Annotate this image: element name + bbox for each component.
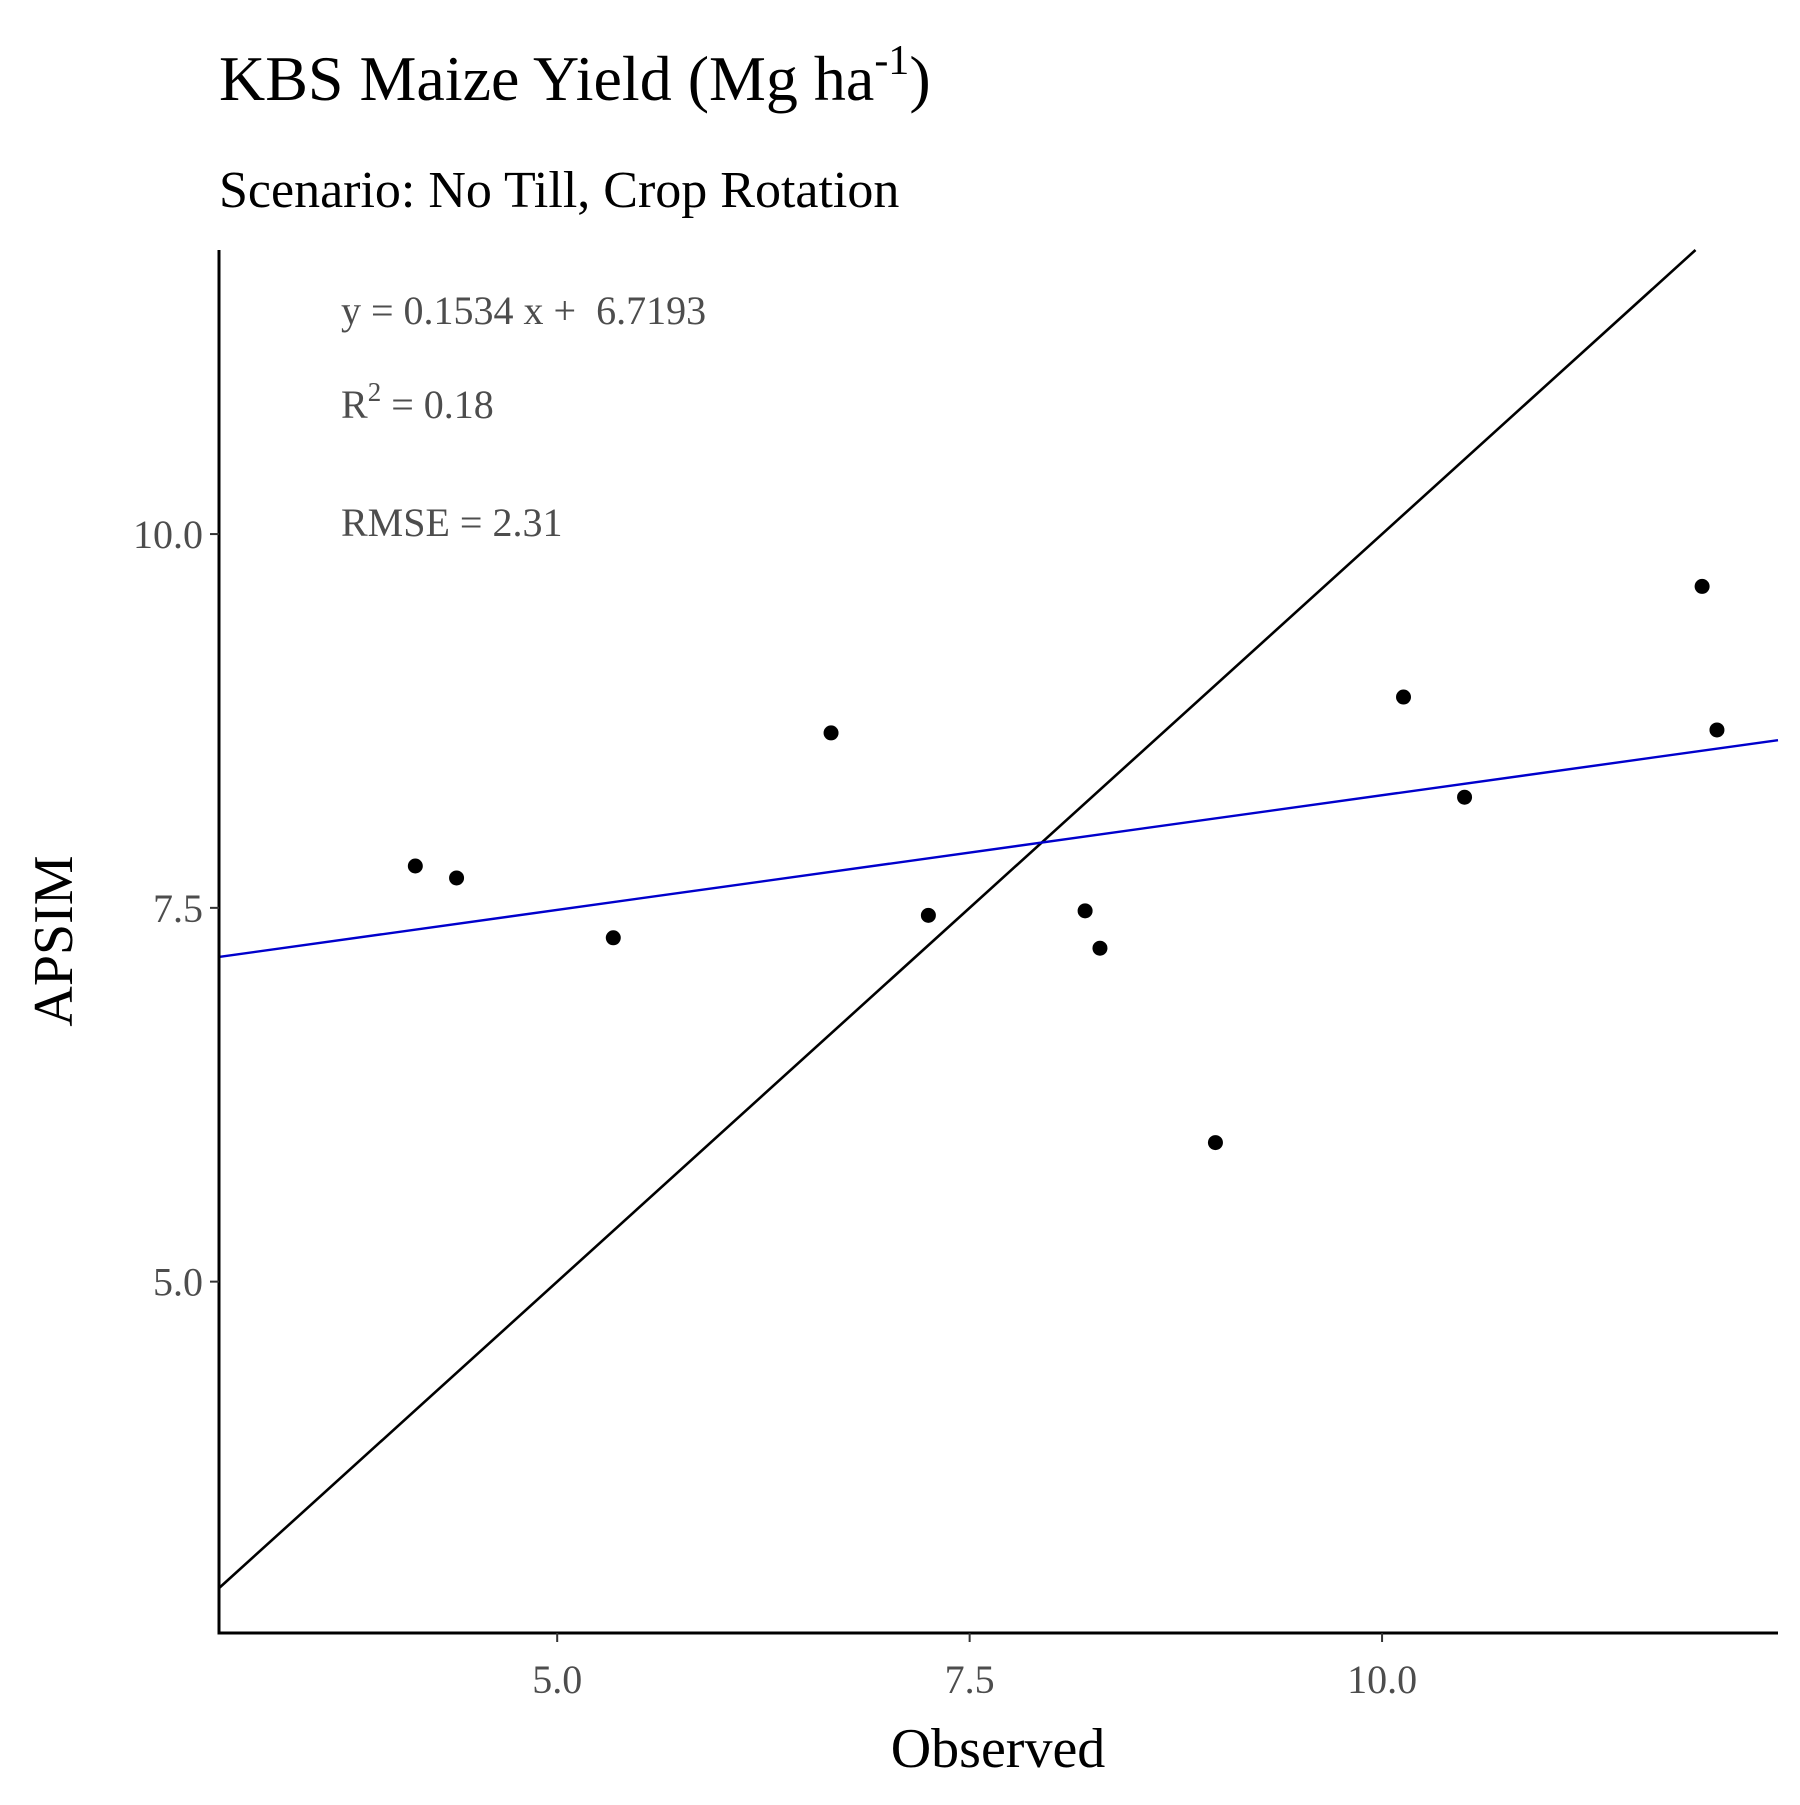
data-point: [1092, 940, 1108, 956]
points-layer: [407, 578, 1725, 1151]
chart-title-superscript: -1: [874, 38, 909, 84]
r-squared-prefix: R: [341, 382, 368, 427]
data-point: [605, 930, 621, 946]
data-point: [1709, 722, 1725, 738]
data-point: [823, 725, 839, 741]
x-tick-label: 7.5: [945, 1657, 995, 1702]
data-point: [449, 870, 465, 886]
data-point: [1077, 903, 1093, 919]
data-point: [1207, 1135, 1223, 1151]
ticks-layer: 5.0 7.5 10.0 5.0 7.5 10.0: [133, 512, 1417, 1702]
data-point: [1396, 689, 1412, 705]
axes-layer: [217, 250, 1778, 1635]
y-tick-label: 10.0: [133, 512, 203, 557]
data-point: [1457, 789, 1473, 805]
lines-layer: [218, 249, 1779, 1590]
regression-equation: y = 0.1534 x + 6.7193: [341, 288, 706, 333]
data-point: [1694, 578, 1710, 594]
data-point: [407, 858, 423, 874]
x-tick-label: 10.0: [1347, 1657, 1417, 1702]
data-point: [920, 907, 936, 923]
r-squared-value: = 0.18: [381, 382, 494, 427]
regression-line: [218, 738, 1779, 959]
chart-title: KBS Maize Yield (Mg ha-1): [219, 38, 931, 114]
chart-subtitle: Scenario: No Till, Crop Rotation: [219, 162, 899, 219]
y-tick-label: 5.0: [153, 1260, 203, 1305]
r-squared-label: R2 = 0.18: [341, 377, 494, 427]
chart-title-main: KBS Maize Yield (Mg ha: [219, 43, 874, 114]
y-tick-label: 7.5: [153, 886, 203, 931]
y-axis-title: APSIM: [23, 855, 85, 1026]
x-tick-label: 5.0: [532, 1657, 582, 1702]
identity-line: [218, 249, 1697, 1590]
rmse-label: RMSE = 2.31: [341, 500, 562, 545]
chart-title-suffix: ): [909, 43, 930, 114]
r-squared-superscript: 2: [368, 377, 382, 407]
x-axis-title: Observed: [891, 1718, 1106, 1780]
